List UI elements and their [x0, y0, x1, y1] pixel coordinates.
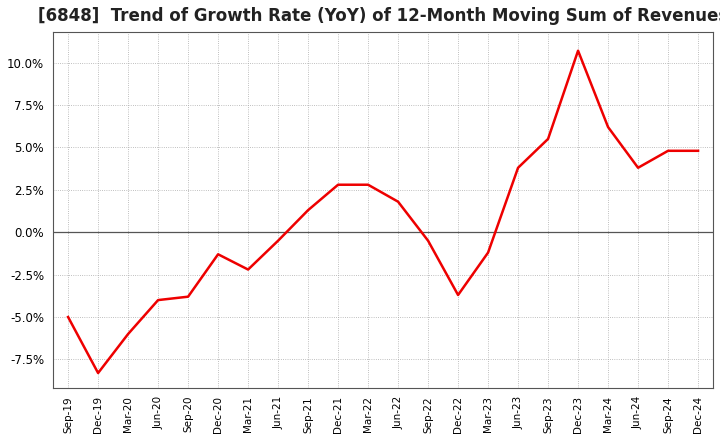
Title: [6848]  Trend of Growth Rate (YoY) of 12-Month Moving Sum of Revenues: [6848] Trend of Growth Rate (YoY) of 12-… [38, 7, 720, 25]
